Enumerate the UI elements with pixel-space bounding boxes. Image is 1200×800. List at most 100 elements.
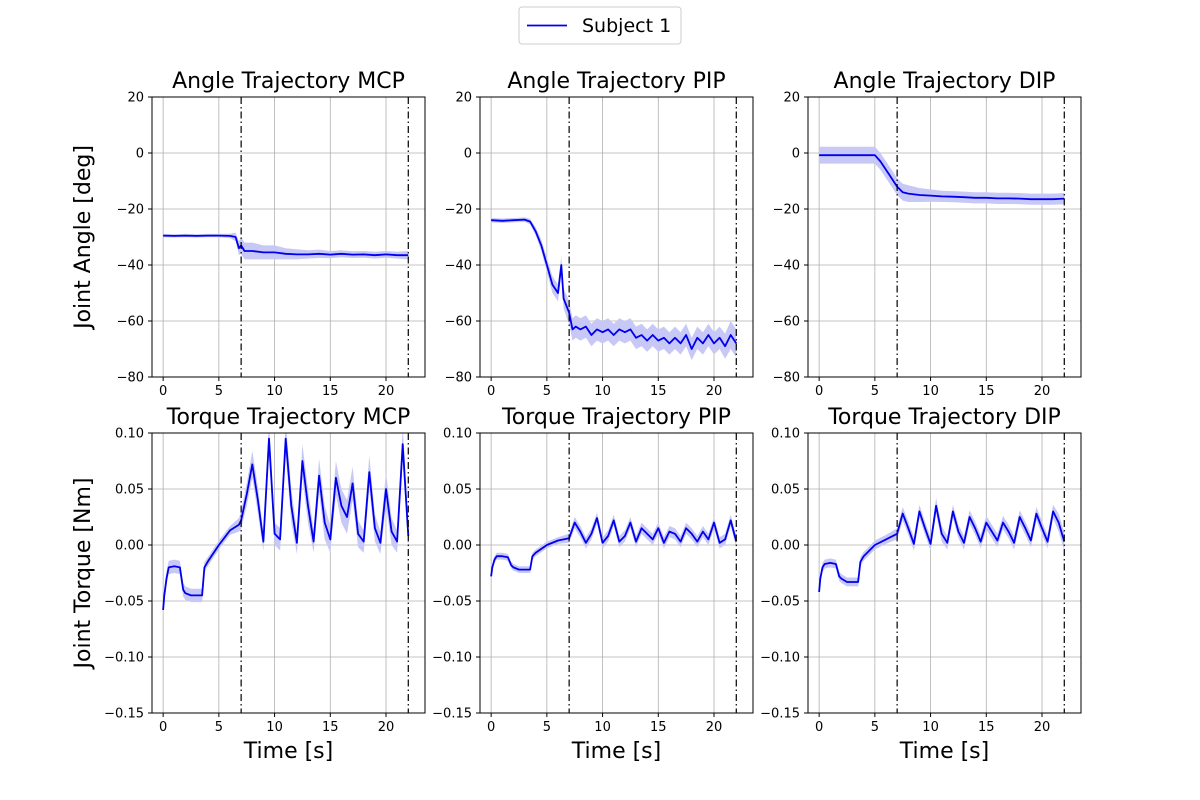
x-tick-label: 10	[594, 720, 611, 735]
y-tick-label: 0.10	[115, 427, 144, 442]
subplot-grid: 0 5 10 15 20 −80 −60 −40 −20 0 20 Angle Trajectory …	[71, 69, 1082, 764]
x-tick-label: 5	[543, 384, 551, 399]
x-tick-label: 0	[815, 720, 823, 735]
y-tick-label: 0.05	[115, 483, 144, 498]
plot-area	[818, 498, 1066, 597]
x-tick-label: 5	[871, 720, 879, 735]
series-line	[491, 218, 738, 350]
subplot-1: 0 5 10 15 20 −80 −60 −40 −20 0 20 Angle Trajectory …	[71, 69, 426, 399]
x-tick-label: 15	[650, 384, 667, 399]
y-tick-label: −60	[773, 315, 800, 330]
x-tick-label: 10	[922, 384, 939, 399]
subplot-title: Angle Trajectory PIP	[507, 69, 725, 94]
y-tick-label: −0.15	[432, 707, 472, 722]
x-tick-label: 15	[978, 720, 995, 735]
y-tick-label: 20	[783, 91, 800, 106]
series-line	[818, 504, 1066, 593]
y-tick-label: −60	[117, 315, 144, 330]
y-tick-label: 0.00	[771, 539, 800, 554]
x-tick-label: 10	[266, 384, 283, 399]
x-tick-label: 5	[871, 384, 879, 399]
series-line	[819, 154, 1065, 201]
x-tick-label: 15	[322, 720, 339, 735]
y-tick-label: −40	[445, 259, 472, 274]
x-tick-label: 20	[378, 384, 395, 399]
x-tick-label: 15	[978, 384, 995, 399]
plot-area	[490, 512, 738, 580]
x-tick-label: 15	[322, 384, 339, 399]
y-tick-label: −40	[117, 259, 144, 274]
plot-area	[163, 232, 409, 260]
x-tick-label: 0	[159, 384, 167, 399]
x-tick-label: 0	[159, 720, 167, 735]
x-tick-label: 15	[650, 720, 667, 735]
axes-frame	[151, 432, 426, 714]
x-tick-label: 0	[815, 384, 823, 399]
x-tick-label: 20	[706, 384, 723, 399]
y-tick-label: 0	[792, 147, 800, 162]
legend-label: Subject 1	[582, 15, 671, 37]
confidence-band	[163, 232, 409, 260]
legend: Subject 1	[518, 6, 682, 45]
subplot-6: 0 5 10 15 20 −0.15 −0.10 −0.05 0.00 0.05 0.10 Torqu…	[760, 405, 1082, 764]
y-tick-label: −0.05	[104, 595, 144, 610]
series-line	[490, 517, 738, 577]
axes-frame	[807, 96, 1082, 378]
subplot-title: Torque Trajectory DIP	[827, 405, 1061, 430]
y-tick-label: 20	[455, 91, 472, 106]
subplot-5: 0 5 10 15 20 −0.15 −0.10 −0.05 0.00 0.05 0.10 Torqu…	[432, 405, 754, 764]
y-tick-label: −0.15	[104, 707, 144, 722]
subplot-title: Angle Trajectory DIP	[834, 69, 1056, 94]
confidence-band	[491, 512, 737, 580]
y-tick-label: 0.05	[771, 483, 800, 498]
axes-frame	[479, 96, 754, 378]
x-tick-label: 5	[543, 720, 551, 735]
y-axis-label: Joint Torque [Nm]	[71, 478, 96, 671]
y-tick-label: 20	[127, 91, 144, 106]
y-tick-label: 0.10	[443, 427, 472, 442]
subplot-4: 0 5 10 15 20 −0.15 −0.10 −0.05 0.00 0.05 0.10 Torqu…	[71, 405, 426, 764]
confidence-band	[163, 433, 409, 616]
subplot-title: Torque Trajectory MCP	[166, 405, 410, 430]
y-tick-label: −20	[117, 203, 144, 218]
x-tick-label: 0	[487, 720, 495, 735]
axes-frame	[479, 432, 754, 714]
series-line	[163, 234, 409, 257]
y-tick-label: 0.00	[443, 539, 472, 554]
series-line	[162, 437, 410, 611]
y-tick-label: −0.10	[760, 651, 800, 666]
x-tick-label: 10	[922, 720, 939, 735]
x-tick-label: 5	[215, 720, 223, 735]
subplot-2: 0 5 10 15 20 −80 −60 −40 −20 0 20 Angle Trajectory …	[445, 69, 754, 399]
subplot-title: Angle Trajectory MCP	[172, 69, 405, 94]
x-tick-label: 5	[215, 384, 223, 399]
y-tick-label: −80	[117, 371, 144, 386]
plot-area	[162, 433, 410, 616]
y-tick-label: −20	[773, 203, 800, 218]
y-tick-label: −0.05	[432, 595, 472, 610]
y-tick-label: 0.05	[443, 483, 472, 498]
y-tick-label: −80	[445, 371, 472, 386]
x-axis-label: Time [s]	[243, 739, 333, 764]
axes-frame	[807, 432, 1082, 714]
y-axis-label: Joint Angle [deg]	[71, 145, 96, 331]
y-tick-label: 0	[464, 147, 472, 162]
x-tick-label: 20	[706, 720, 723, 735]
axes-frame	[151, 96, 426, 378]
y-tick-label: −80	[773, 371, 800, 386]
x-tick-label: 20	[1034, 384, 1051, 399]
y-tick-label: −0.15	[760, 707, 800, 722]
y-tick-label: −0.05	[760, 595, 800, 610]
x-tick-label: 20	[1034, 720, 1051, 735]
x-tick-label: 10	[266, 720, 283, 735]
subplot-3: 0 5 10 15 20 −80 −60 −40 −20 0 20 Angle Trajectory …	[773, 69, 1082, 399]
x-tick-label: 10	[594, 384, 611, 399]
legend-frame	[518, 6, 682, 45]
subplot-title: Torque Trajectory PIP	[501, 405, 731, 430]
x-axis-label: Time [s]	[571, 739, 661, 764]
y-tick-label: 0.10	[771, 427, 800, 442]
y-tick-label: 0.00	[115, 539, 144, 554]
x-tick-label: 20	[378, 720, 395, 735]
y-tick-label: −0.10	[104, 651, 144, 666]
